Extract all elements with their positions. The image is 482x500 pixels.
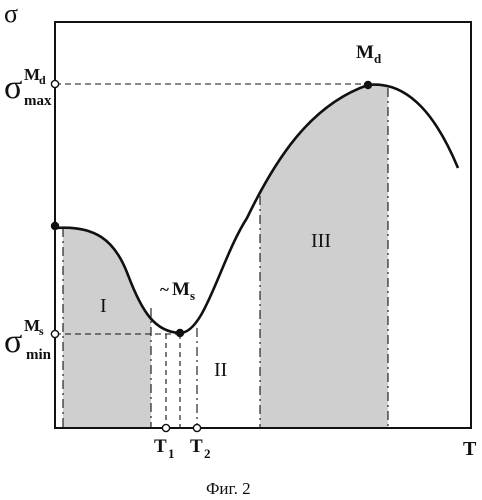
- t2-label-sub: 2: [204, 446, 211, 461]
- sigma-min-label: σ M s min: [4, 316, 52, 363]
- t1-label-sub: 1: [168, 446, 175, 461]
- region-i-shade: [63, 220, 151, 428]
- ms-label-prefix: ~: [160, 280, 169, 299]
- region-iii-shade: [260, 80, 388, 428]
- ms-point: [176, 329, 184, 337]
- sigma-min-marker: [51, 330, 58, 337]
- t1-label: T 1: [154, 436, 175, 461]
- t1-marker: [162, 424, 169, 431]
- t2-marker: [193, 424, 200, 431]
- curve-start-point: [51, 222, 59, 230]
- ms-label-main: M: [172, 279, 190, 300]
- sigma-max-marker: [51, 80, 58, 87]
- sigma-min-sup-sub: s: [39, 324, 44, 338]
- figure-caption: Фиг. 2: [206, 479, 251, 498]
- md-point: [364, 81, 372, 89]
- sigma-max-sup: M: [24, 65, 40, 84]
- sigma-min-sub: min: [26, 347, 52, 363]
- md-label: M d: [356, 42, 382, 66]
- sigma-max-label: σ M d max: [4, 65, 52, 109]
- sigma-max-sup-sub: d: [39, 73, 46, 87]
- ms-label-sub: s: [190, 288, 195, 303]
- sigma-max-sub: max: [24, 93, 52, 109]
- region-ii-label: II: [214, 359, 227, 381]
- y-axis-symbol: σ: [4, 0, 18, 28]
- t2-label-main: T: [190, 436, 203, 457]
- t1-label-main: T: [154, 436, 167, 457]
- ms-label: ~ M s: [160, 279, 195, 303]
- region-i-label: I: [100, 295, 107, 317]
- t2-label: T 2: [190, 436, 211, 461]
- sigma-min-base: σ: [4, 323, 22, 360]
- x-axis-symbol: T: [463, 438, 477, 460]
- sigma-max-base: σ: [4, 69, 22, 106]
- md-label-sub: d: [374, 51, 382, 66]
- md-label-main: M: [356, 42, 374, 63]
- region-iii-label: III: [311, 230, 331, 252]
- sigma-min-sup: M: [24, 316, 40, 335]
